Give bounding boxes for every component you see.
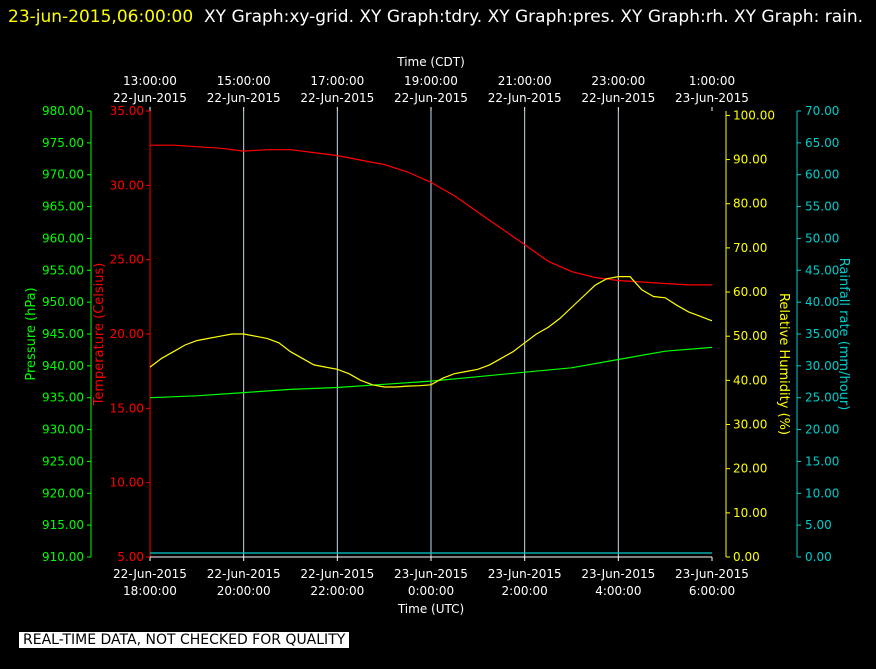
rain-tick-label: 50.00 [805,231,839,245]
bottom-axis-label: Time (UTC) [397,602,464,616]
top-tick-date: 22-Jun-2015 [581,91,655,105]
bottom-tick-date: 22-Jun-2015 [300,567,374,581]
humidity-tick-label: 30.00 [733,418,767,432]
bottom-tick-date: 22-Jun-2015 [207,567,281,581]
quality-notice: REAL-TIME DATA, NOT CHECKED FOR QUALITY [19,632,350,648]
top-tick-time: 23:00:00 [591,74,645,88]
bottom-tick-time: 0:00:00 [408,584,454,598]
temperature-axis-label: Temperature (Celsius) [92,263,107,407]
top-tick-date: 22-Jun-2015 [300,91,374,105]
header-timestamp: 23-jun-2015,06:00:00 [8,7,194,27]
rain-tick-label: 40.00 [805,295,839,309]
bottom-tick-date: 22-Jun-2015 [113,567,187,581]
chart-header: 23-jun-2015,06:00:00 XY Graph:xy-grid. X… [8,2,868,32]
pressure-axis-label: Pressure (hPa) [24,287,39,380]
top-tick-time: 1:00:00 [689,74,735,88]
bottom-tick-time: 6:00:00 [689,584,735,598]
pressure-tick-label: 975.00 [42,136,84,150]
rain-tick-label: 0.00 [805,550,832,564]
humidity-tick-label: 70.00 [733,241,767,255]
bottom-tick-time: 18:00:00 [123,584,177,598]
rain-tick-label: 15.00 [805,454,839,468]
pressure-tick-label: 910.00 [42,550,84,564]
pressure-tick-label: 920.00 [42,486,84,500]
bottom-tick-date: 23-Jun-2015 [488,567,562,581]
temperature-tick-label: 15.00 [110,401,144,415]
humidity-tick-label: 10.00 [733,506,767,520]
rain-tick-label: 35.00 [805,327,839,341]
humidity-tick-label: 90.00 [733,153,767,167]
humidity-series-line [149,276,713,388]
humidity-tick-label: 80.00 [733,197,767,211]
pressure-tick-label: 945.00 [42,327,84,341]
temperature-tick-label: 5.00 [117,550,144,564]
temperature-tick-label: 10.00 [110,476,144,490]
pressure-tick-label: 930.00 [42,423,84,437]
top-tick-time: 17:00:00 [310,74,364,88]
pressure-tick-label: 965.00 [42,200,84,214]
temperature-series-line [150,144,712,286]
top-tick-date: 22-Jun-2015 [113,91,187,105]
bottom-tick-time: 20:00:00 [217,584,271,598]
top-tick-time: 19:00:00 [404,74,458,88]
top-tick-time: 13:00:00 [123,74,177,88]
humidity-tick-label: 0.00 [733,550,760,564]
rain-axis-label: Rainfall rate (mm/hour) [836,258,851,411]
pressure-tick-label: 980.00 [42,104,84,118]
rain-tick-label: 45.00 [805,263,839,277]
pressure-tick-label: 940.00 [42,359,84,373]
humidity-tick-label: 60.00 [733,285,767,299]
pressure-tick-label: 935.00 [42,391,84,405]
top-tick-date: 22-Jun-2015 [394,91,468,105]
rain-tick-label: 25.00 [805,391,839,405]
rain-tick-label: 55.00 [805,200,839,214]
temperature-tick-label: 35.00 [110,104,144,118]
pressure-tick-label: 950.00 [42,295,84,309]
top-tick-time: 15:00:00 [217,74,271,88]
rain-tick-label: 30.00 [805,359,839,373]
rain-tick-label: 65.00 [805,136,839,150]
pressure-tick-label: 970.00 [42,168,84,182]
rain-tick-label: 70.00 [805,104,839,118]
pressure-series-line [149,346,713,399]
temperature-tick-label: 30.00 [110,178,144,192]
top-axis-label: Time (CDT) [396,55,465,69]
header-title: XY Graph:xy-grid. XY Graph:tdry. XY Grap… [204,7,864,27]
temperature-tick-label: 25.00 [110,253,144,267]
temperature-tick-label: 20.00 [110,327,144,341]
bottom-tick-date: 23-Jun-2015 [394,567,468,581]
pressure-tick-label: 925.00 [42,454,84,468]
pressure-tick-label: 915.00 [42,518,84,532]
humidity-tick-label: 100.00 [733,108,775,122]
top-tick-date: 22-Jun-2015 [207,91,281,105]
top-tick-date: 23-Jun-2015 [675,91,749,105]
rain-tick-label: 5.00 [805,518,832,532]
pressure-tick-label: 960.00 [42,231,84,245]
humidity-tick-label: 50.00 [733,329,767,343]
rain-tick-label: 10.00 [805,486,839,500]
top-tick-date: 22-Jun-2015 [488,91,562,105]
humidity-tick-label: 40.00 [733,373,767,387]
bottom-tick-date: 23-Jun-2015 [581,567,655,581]
rain-tick-label: 20.00 [805,423,839,437]
bottom-tick-date: 23-Jun-2015 [675,567,749,581]
rain-tick-label: 60.00 [805,168,839,182]
top-tick-time: 21:00:00 [498,74,552,88]
bottom-tick-time: 22:00:00 [310,584,364,598]
humidity-axis-label: Relative Humidity (%) [776,293,791,435]
pressure-tick-label: 955.00 [42,263,84,277]
bottom-tick-time: 2:00:00 [502,584,548,598]
humidity-tick-label: 20.00 [733,462,767,476]
bottom-tick-time: 4:00:00 [595,584,641,598]
